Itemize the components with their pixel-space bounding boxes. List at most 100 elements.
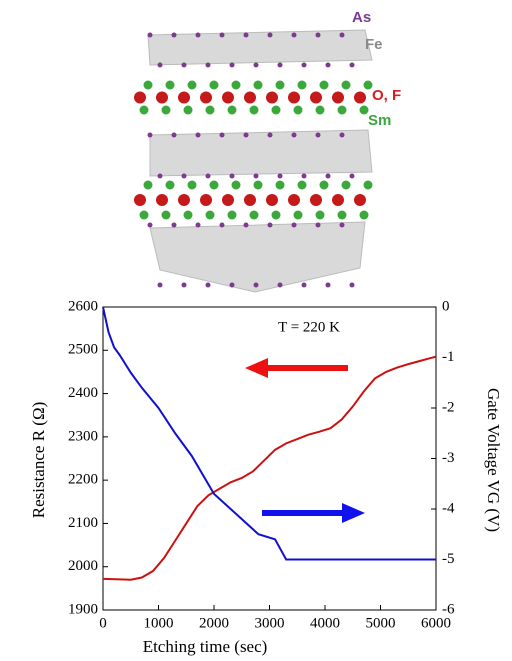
- as-atom: [292, 33, 297, 38]
- as-atom: [340, 133, 345, 138]
- y2-tick-label: -6: [442, 601, 455, 617]
- sm-atom: [360, 211, 369, 220]
- as-atom: [278, 283, 283, 288]
- o-atom: [266, 92, 278, 104]
- sm-atom: [320, 81, 329, 90]
- sm-atom: [298, 81, 307, 90]
- x-tick-label: 3000: [255, 615, 285, 631]
- as-atom: [158, 283, 163, 288]
- sm-atom: [206, 106, 215, 115]
- o-atom: [332, 194, 344, 206]
- o-atom: [134, 194, 146, 206]
- as-atom: [316, 133, 321, 138]
- as-atom: [172, 223, 177, 228]
- sm-atom: [144, 181, 153, 190]
- as-atom: [302, 283, 307, 288]
- as-atom: [350, 174, 355, 179]
- figure: As Fe O, F Sm T = 220 K Etching time (se…: [0, 0, 512, 661]
- o-atom: [354, 194, 366, 206]
- annotation: T = 220 K: [278, 319, 340, 335]
- sm-atom: [144, 81, 153, 90]
- y2-tick-label: -5: [442, 551, 455, 567]
- as-atom: [268, 223, 273, 228]
- sm-atom: [254, 81, 263, 90]
- sm-atom: [342, 81, 351, 90]
- y-tick-label: 2300: [68, 428, 98, 444]
- as-atom: [302, 174, 307, 179]
- sm-atom: [232, 81, 241, 90]
- plot-frame: [103, 307, 436, 610]
- y2-axis-label: Gate Voltage VG (V): [484, 388, 503, 532]
- as-atom: [268, 133, 273, 138]
- sm-atom: [294, 211, 303, 220]
- as-atom: [196, 223, 201, 228]
- fe-layer: [150, 222, 365, 292]
- sm-atom: [184, 211, 193, 220]
- as-atom: [148, 33, 153, 38]
- crystal-structure: [134, 30, 373, 292]
- sm-atom: [250, 211, 259, 220]
- y2-tick-label: 0: [442, 298, 450, 314]
- y-tick-label: 2000: [68, 558, 98, 574]
- as-atom: [206, 174, 211, 179]
- x-tick-label: 0: [99, 615, 107, 631]
- o-atom: [200, 92, 212, 104]
- y2-tick-label: -3: [442, 450, 455, 466]
- as-atom: [292, 223, 297, 228]
- fe-layer: [148, 30, 372, 65]
- y-tick-label: 2200: [68, 472, 98, 488]
- sm-atom: [276, 181, 285, 190]
- as-atom: [268, 33, 273, 38]
- sm-atom: [320, 181, 329, 190]
- arrow-left: [245, 358, 348, 378]
- as-atom: [254, 174, 259, 179]
- o-atom: [288, 92, 300, 104]
- sm-atom: [228, 106, 237, 115]
- sm-atom: [316, 106, 325, 115]
- y2-tick-label: -4: [442, 500, 455, 516]
- sm-atom: [276, 81, 285, 90]
- as-atom: [206, 283, 211, 288]
- as-atom: [278, 63, 283, 68]
- as-atom: [316, 223, 321, 228]
- sm-atom: [316, 211, 325, 220]
- as-atom: [340, 33, 345, 38]
- sm-atom: [210, 81, 219, 90]
- as-atom: [220, 133, 225, 138]
- x-tick-label: 2000: [199, 615, 229, 631]
- x-tick-label: 5000: [366, 615, 396, 631]
- sm-atom: [338, 211, 347, 220]
- sm-atom: [210, 181, 219, 190]
- sm-atom: [140, 106, 149, 115]
- as-atom: [196, 133, 201, 138]
- as-atom: [302, 63, 307, 68]
- as-atom: [340, 223, 345, 228]
- sm-atom: [338, 106, 347, 115]
- sm-atom: [184, 106, 193, 115]
- as-atom: [172, 33, 177, 38]
- as-atom: [182, 174, 187, 179]
- sm-atom: [272, 106, 281, 115]
- o-atom: [178, 194, 190, 206]
- o-atom: [134, 92, 146, 104]
- x-tick-label: 4000: [310, 615, 340, 631]
- sm-atom: [298, 181, 307, 190]
- fe-layer: [150, 130, 372, 176]
- as-atom: [244, 33, 249, 38]
- as-atom: [326, 283, 331, 288]
- as-atom: [148, 133, 153, 138]
- o-atom: [156, 92, 168, 104]
- sm-atom: [162, 106, 171, 115]
- as-atom: [244, 133, 249, 138]
- sm-atom: [166, 181, 175, 190]
- o-atom: [354, 92, 366, 104]
- sm-atom: [254, 181, 263, 190]
- as-atom: [350, 63, 355, 68]
- as-atom: [230, 283, 235, 288]
- sm-atom: [166, 81, 175, 90]
- o-atom: [288, 194, 300, 206]
- as-atom: [230, 63, 235, 68]
- as-atom: [254, 63, 259, 68]
- atom-label: O, F: [372, 87, 401, 104]
- y-tick-label: 2400: [68, 385, 98, 401]
